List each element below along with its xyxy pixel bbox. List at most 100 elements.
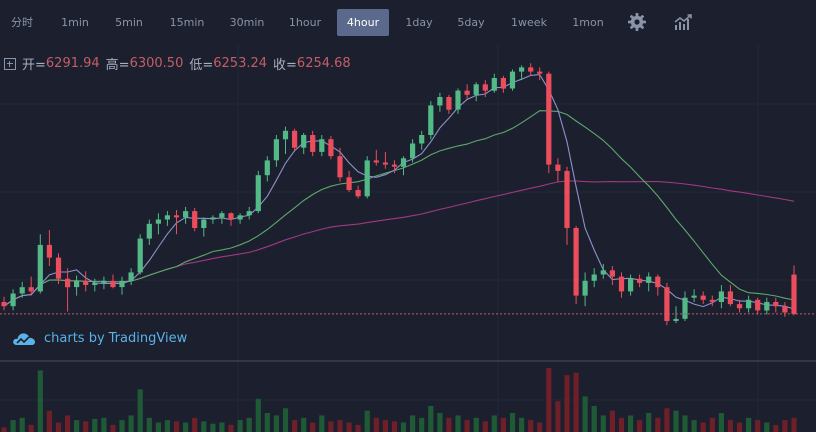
volume-bar [46,410,52,432]
candle [119,276,125,295]
volume-bar [65,415,71,432]
candle-body [618,276,625,292]
candle-body [391,164,398,167]
candle-body [155,219,161,224]
volume-bar [736,422,743,432]
volume-bar [101,417,107,432]
timeframe-toolbar: 分时 1min 5min 15min 30min 1hour 4hour 1da… [0,0,816,44]
candle-body [746,299,752,309]
candle-body [246,211,252,216]
volume-bar [137,389,143,432]
candle-body [101,280,107,283]
candle-body [682,297,688,319]
candle-body [437,97,443,106]
candle [428,101,434,140]
indicators-button[interactable] [672,11,694,33]
candle-body [146,223,152,239]
volume-bar [555,401,561,432]
volume-bar [74,420,80,432]
candle-body [755,299,761,311]
volume-bar [255,398,261,432]
volume-bar [37,370,43,432]
timeframe-15min[interactable]: 15min [169,16,205,29]
timeframe-1mon[interactable]: 1mon [572,16,604,29]
candle [164,211,170,226]
candle-body [228,213,234,220]
volume-bar [146,417,152,432]
candle [546,71,552,174]
volume-bar [682,415,688,432]
candle [373,149,379,166]
candle-body [28,287,34,292]
candle-body [455,90,461,110]
candle-body [428,105,434,135]
volume-bar [373,417,379,432]
close-value: 6254.68 [296,56,351,71]
settings-button[interactable] [626,11,648,33]
candle-body [482,84,488,91]
candle-body [791,274,797,314]
candle [755,297,761,315]
candle [337,147,343,182]
timeframe-1day[interactable]: 1day [405,16,433,29]
timeframe-5day[interactable]: 5day [457,16,485,29]
candle [128,268,134,286]
candle-body [782,306,788,313]
volume-bar [600,415,606,432]
candle [137,234,143,275]
volume-bar [618,417,625,432]
expand-icon[interactable] [4,57,16,70]
volume-bar [164,420,170,432]
candle [264,156,270,182]
candle [364,156,370,199]
candle-body [419,135,425,144]
timeframe-1hour[interactable]: 1hour [288,16,322,29]
candle-body [655,276,661,288]
timeframe-1min[interactable]: 1min [61,16,89,29]
volume-bar [428,405,434,432]
ma-mid-line [3,110,795,307]
timeframe-1week[interactable]: 1week [511,16,547,29]
timeframe-5min[interactable]: 5min [115,16,143,29]
candle-body [210,217,216,220]
volume-bar [92,419,98,432]
candle-body [10,293,16,307]
candle [573,225,579,305]
candle-body [764,302,770,311]
timeframe-30min[interactable]: 30min [229,16,265,29]
candle [791,265,797,316]
volume-bar [1,427,7,432]
candle-body [173,215,180,218]
tradingview-branding[interactable]: charts by TradingView [12,331,187,346]
volume-bar [691,420,697,432]
candle-body [700,295,706,300]
volume-bar [637,420,643,432]
candle-body [273,139,279,161]
candle-body [355,190,361,197]
volume-bar [782,420,788,432]
candle [691,289,697,302]
candle [500,75,506,93]
timeframe-tick[interactable]: 分时 [11,16,33,29]
volume-bar [382,420,388,432]
timeframe-4hour[interactable]: 4hour [337,9,389,36]
volume-bar [773,424,779,432]
high-value: 6300.50 [129,56,184,71]
candle-body [110,280,116,288]
candle [355,185,361,199]
candle-body [1,302,7,307]
candle-body [119,280,125,288]
volume-bar [437,413,443,432]
volume-bar [519,417,525,432]
candle [146,219,152,245]
candle [210,215,216,224]
candle [282,126,289,154]
candle [46,230,52,266]
price-chart[interactable] [0,44,816,432]
volume-bar [655,417,661,432]
volume-bar [573,372,579,432]
candle-body [519,67,525,72]
candle [419,130,425,150]
candle [582,272,588,307]
candle-body [292,130,298,148]
